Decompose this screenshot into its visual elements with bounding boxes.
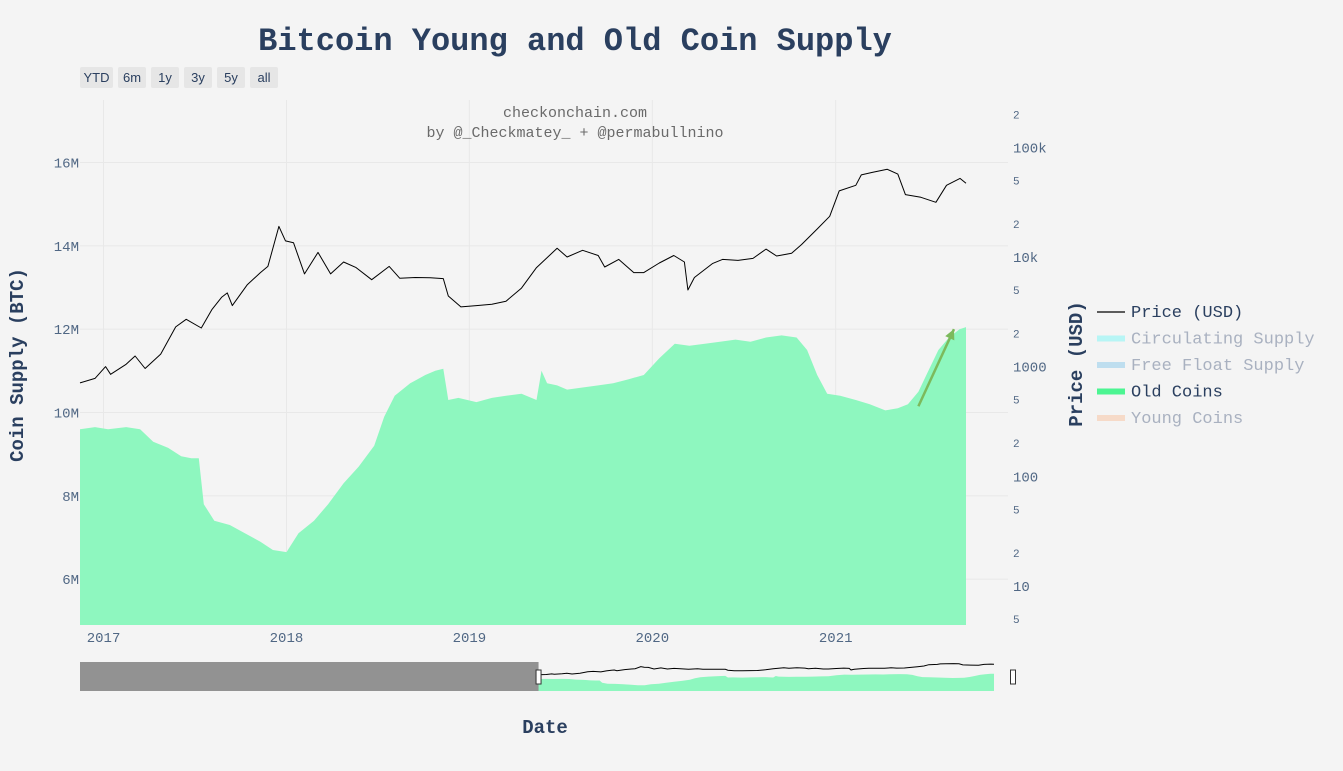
old-coins-area bbox=[80, 327, 966, 625]
y-tick-label: 10M bbox=[54, 407, 79, 423]
x-axis-title: Date bbox=[522, 717, 568, 739]
chart-subtitle-site: checkonchain.com bbox=[503, 105, 647, 122]
y2-minor-tick-label: 2 bbox=[1013, 439, 1020, 451]
y2-minor-tick-label: 5 bbox=[1013, 615, 1020, 627]
y-axis-title: Coin Supply (BTC) bbox=[7, 268, 29, 462]
range-button-label: 6m bbox=[123, 70, 141, 85]
y-tick-label: 14M bbox=[54, 240, 79, 256]
range-selector: YTD 6m 1y 3y 5y all bbox=[80, 67, 278, 88]
legend-label: Young Coins bbox=[1131, 410, 1243, 429]
y-tick-label: 16M bbox=[54, 157, 79, 173]
chart-subtitle-authors: by @_Checkmatey_ + @permabullnino bbox=[426, 125, 723, 142]
x-tick-label: 2019 bbox=[453, 631, 487, 647]
y2-tick-label: 100 bbox=[1013, 470, 1038, 486]
legend-item-circulating-supply[interactable]: Circulating Supply bbox=[1097, 331, 1315, 350]
y2-minor-tick-label: 5 bbox=[1013, 505, 1020, 517]
y2-axis-ticks: 10 2 5 5 100 2 5 1000 2 5 10k 2 5 100k 2 bbox=[1013, 110, 1047, 627]
legend-label: Free Float Supply bbox=[1131, 357, 1304, 376]
legend: Price (USD) Circulating Supply Free Float … bbox=[1097, 304, 1315, 429]
range-button-6m[interactable]: 6m bbox=[118, 67, 146, 88]
range-button-all[interactable]: all bbox=[250, 67, 278, 88]
range-slider[interactable] bbox=[80, 662, 1016, 691]
range-slider-handle-left[interactable] bbox=[535, 669, 542, 685]
x-tick-label: 2017 bbox=[87, 631, 121, 647]
y2-minor-tick-label: 2 bbox=[1013, 220, 1020, 232]
legend-item-old-coins[interactable]: Old Coins bbox=[1097, 384, 1223, 403]
range-button-5y[interactable]: 5y bbox=[217, 67, 245, 88]
legend-label: Price (USD) bbox=[1131, 304, 1243, 323]
x-tick-label: 2018 bbox=[270, 631, 304, 647]
range-slider-handle-right[interactable] bbox=[1010, 669, 1016, 685]
legend-swatch bbox=[1097, 388, 1125, 395]
legend-swatch bbox=[1097, 335, 1125, 342]
range-button-label: 3y bbox=[191, 70, 205, 85]
x-tick-label: 2021 bbox=[819, 631, 853, 647]
range-button-label: all bbox=[257, 70, 270, 85]
arrow-head bbox=[945, 329, 955, 341]
y2-minor-tick-label: 2 bbox=[1013, 549, 1020, 561]
x-axis-ticks: 2017 2018 2019 2020 2021 bbox=[87, 631, 853, 647]
y2-minor-tick-label: 5 bbox=[1013, 286, 1020, 298]
legend-item-free-float-supply[interactable]: Free Float Supply bbox=[1097, 357, 1304, 376]
plot-area bbox=[79, 168, 967, 625]
range-slider-mask bbox=[80, 662, 539, 691]
price-line bbox=[79, 168, 967, 384]
range-button-ytd[interactable]: YTD bbox=[80, 67, 113, 88]
legend-label: Circulating Supply bbox=[1131, 331, 1315, 350]
chart-title: Bitcoin Young and Old Coin Supply bbox=[258, 23, 892, 60]
range-button-label: 1y bbox=[158, 70, 172, 85]
legend-label: Old Coins bbox=[1131, 384, 1223, 403]
y2-minor-tick-label: 2 bbox=[1013, 110, 1020, 122]
range-button-3y[interactable]: 3y bbox=[184, 67, 212, 88]
y-tick-label: 6M bbox=[62, 573, 79, 589]
arrow-shaft bbox=[917, 328, 956, 407]
y2-minor-tick-label: 5 bbox=[1013, 176, 1020, 188]
y2-tick-label: 10k bbox=[1013, 251, 1038, 267]
y2-tick-label: 1000 bbox=[1013, 361, 1047, 377]
legend-swatch bbox=[1097, 362, 1125, 368]
range-button-label: 5y bbox=[224, 70, 238, 85]
annotation-arrow bbox=[917, 328, 956, 407]
legend-swatch bbox=[1097, 415, 1125, 421]
range-slider-price bbox=[538, 663, 995, 676]
y2-minor-tick-label: 2 bbox=[1013, 330, 1020, 342]
y2-tick-label: 100k bbox=[1013, 141, 1047, 157]
x-tick-label: 2020 bbox=[635, 631, 669, 647]
legend-item-price-usd[interactable]: Price (USD) bbox=[1097, 304, 1243, 323]
y-tick-label: 12M bbox=[54, 323, 79, 339]
y2-axis-title: Price (USD) bbox=[1066, 301, 1088, 426]
range-slider-area bbox=[538, 673, 994, 691]
range-button-1y[interactable]: 1y bbox=[151, 67, 179, 88]
y-axis-ticks: 6M 8M 10M 12M 14M 16M bbox=[54, 157, 79, 590]
y-tick-label: 8M bbox=[62, 490, 79, 506]
legend-item-young-coins[interactable]: Young Coins bbox=[1097, 410, 1243, 429]
range-button-label: YTD bbox=[84, 70, 110, 85]
y2-tick-label: 10 bbox=[1013, 580, 1030, 596]
y2-minor-tick-label: 5 bbox=[1013, 396, 1020, 408]
